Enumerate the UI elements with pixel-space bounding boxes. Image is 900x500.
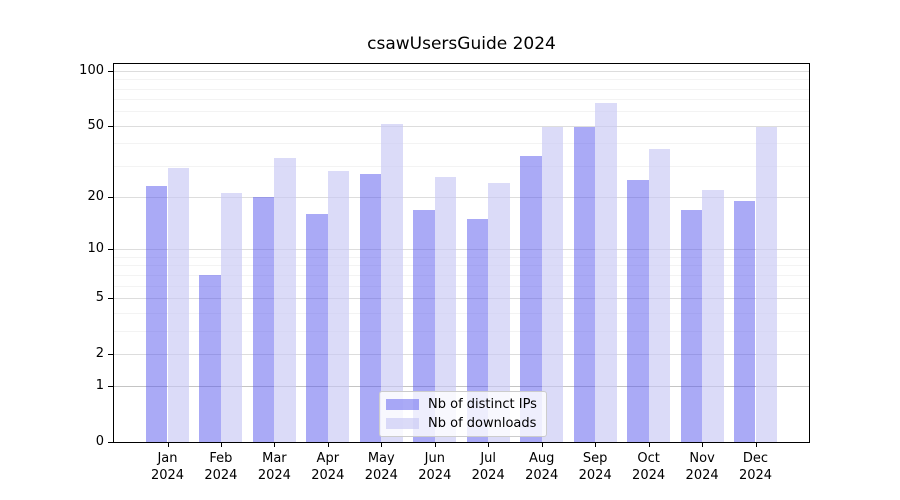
- bar-downloads: [274, 158, 296, 442]
- bar-distinct-ips: [306, 214, 328, 442]
- x-tick-mark: [755, 443, 757, 447]
- bar-downloads: [541, 127, 564, 442]
- x-tick-label: Apr 2024: [311, 451, 345, 483]
- x-tick-mark: [648, 443, 650, 447]
- gridline-major: [114, 70, 809, 72]
- legend-label-distinct-ips: Nb of distinct IPs: [428, 397, 537, 412]
- bar-downloads: [595, 102, 617, 442]
- gridline-minor: [114, 79, 809, 81]
- gridline-major: [114, 249, 809, 251]
- legend: Nb of distinct IPs Nb of downloads: [379, 391, 547, 437]
- gridline-minor: [114, 274, 809, 276]
- bar-distinct-ips: [145, 186, 168, 442]
- x-tick-label: Oct 2024: [632, 451, 666, 483]
- x-tick-label: Sep 2024: [578, 451, 612, 483]
- y-tick-mark: [108, 70, 113, 72]
- y-tick-label: 10: [87, 241, 104, 257]
- bar-downloads: [327, 171, 350, 442]
- gridline-minor: [114, 285, 809, 287]
- bar-downloads: [220, 193, 243, 442]
- gridline-minor: [114, 111, 809, 113]
- y-tick-mark: [108, 125, 113, 127]
- legend-label-downloads: Nb of downloads: [428, 416, 537, 431]
- y-tick-mark: [108, 353, 113, 355]
- bar-distinct-ips: [199, 274, 221, 442]
- gridline-major: [114, 297, 809, 299]
- y-tick-label: 50: [87, 117, 104, 133]
- legend-swatch-distinct-ips: [386, 399, 419, 410]
- x-tick-label: Jan 2024: [150, 451, 185, 483]
- bar-distinct-ips: [733, 201, 756, 442]
- bar-distinct-ips: [359, 173, 382, 442]
- bar-downloads: [702, 189, 724, 442]
- y-tick-mark: [108, 386, 113, 388]
- x-tick-mark: [274, 443, 276, 447]
- x-tick-label: Jun 2024: [418, 451, 452, 483]
- bar-downloads: [648, 149, 671, 442]
- bar-distinct-ips: [413, 209, 435, 442]
- gridline-major: [114, 197, 809, 199]
- plot-area: [113, 63, 810, 443]
- gridline-minor: [114, 330, 809, 332]
- bar-downloads: [755, 127, 778, 442]
- y-tick-mark: [108, 297, 113, 299]
- gridline-major: [114, 125, 809, 127]
- bar-downloads: [488, 183, 510, 442]
- y-tick-label: 100: [79, 62, 104, 78]
- x-tick-label: Nov 2024: [685, 451, 719, 483]
- x-tick-label: Feb 2024: [204, 451, 238, 483]
- bar-distinct-ips: [680, 209, 703, 442]
- y-tick-label: 0: [95, 434, 104, 449]
- y-tick-mark: [108, 442, 113, 443]
- y-tick-label: 5: [95, 289, 104, 305]
- x-tick-mark: [434, 443, 436, 447]
- x-tick-mark: [488, 443, 490, 447]
- bar-distinct-ips: [252, 197, 275, 442]
- bar-downloads: [167, 168, 190, 442]
- y-tick-label: 1: [95, 378, 104, 394]
- bar-distinct-ips: [520, 156, 542, 442]
- legend-item-downloads: Nb of downloads: [386, 416, 537, 431]
- legend-swatch-downloads: [386, 418, 419, 429]
- bar-distinct-ips: [573, 127, 596, 442]
- gridline-minor: [114, 165, 809, 167]
- gridline-minor: [114, 256, 809, 258]
- y-tick-label: 2: [95, 345, 104, 361]
- legend-item-distinct-ips: Nb of distinct IPs: [386, 397, 537, 412]
- bar-downloads: [434, 176, 457, 442]
- y-tick-mark: [108, 197, 113, 199]
- x-tick-mark: [702, 443, 704, 447]
- x-tick-mark: [541, 443, 543, 447]
- bar-distinct-ips: [466, 218, 489, 442]
- gridline-minor: [114, 88, 809, 90]
- x-tick-label: May 2024: [364, 451, 398, 483]
- x-tick-mark: [220, 443, 222, 447]
- x-tick-mark: [381, 443, 383, 447]
- x-tick-mark: [595, 443, 597, 447]
- gridline-minor: [114, 99, 809, 101]
- x-tick-label: Aug 2024: [525, 451, 559, 483]
- gridline-minor: [114, 312, 809, 314]
- x-tick-label: Dec 2024: [738, 451, 773, 483]
- gridline-minor: [114, 265, 809, 267]
- y-tick-label: 20: [87, 189, 104, 205]
- x-tick-label: Jul 2024: [471, 451, 505, 483]
- gridline-major: [114, 386, 809, 388]
- x-tick-label: Mar 2024: [257, 451, 291, 483]
- bar-downloads: [381, 124, 403, 442]
- y-tick-mark: [108, 249, 113, 251]
- x-tick-mark: [167, 443, 169, 447]
- gridline-minor: [114, 143, 809, 145]
- x-tick-mark: [327, 443, 329, 447]
- gridline-major: [114, 353, 809, 355]
- chart-title: csawUsersGuide 2024: [367, 34, 556, 54]
- bar-distinct-ips: [627, 179, 649, 442]
